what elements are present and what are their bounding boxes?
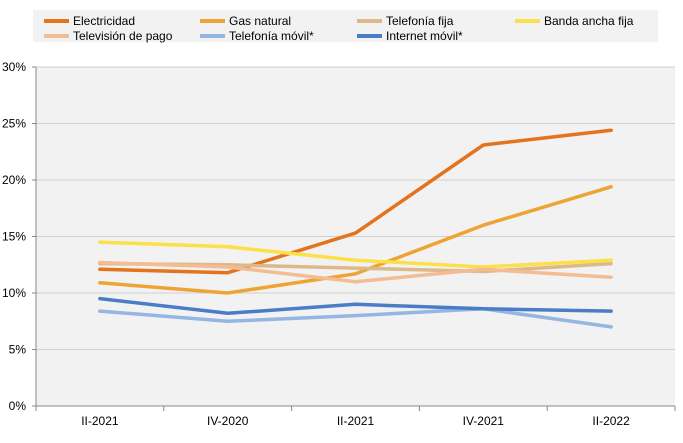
y-axis: 0% 5% 10% 15% 20% 25% 30%: [2, 60, 37, 413]
gridlines: [36, 66, 675, 350]
x-tick-label: II-2021: [81, 414, 119, 428]
y-tick-label: 15%: [2, 230, 26, 244]
series-line-3: [98, 240, 613, 269]
x-tick-label: II-2021: [337, 414, 375, 428]
y-tick-label: 5%: [9, 343, 27, 357]
x-axis: II-2021 IV-2020 II-2021 IV-2021 II-2022: [35, 405, 676, 428]
legend-label: Telefonía móvil*: [229, 29, 314, 43]
legend-label: Internet móvil*: [386, 29, 463, 43]
series-line-0: [98, 128, 613, 275]
y-tick-label: 0%: [9, 399, 27, 413]
series-line-1: [98, 185, 613, 295]
legend-label: Gas natural: [229, 14, 291, 28]
x-tick-label: IV-2021: [463, 414, 505, 428]
legend-label: Telefonía fija: [386, 14, 454, 28]
x-tick-label: IV-2020: [207, 414, 249, 428]
series-line-5: [98, 307, 613, 329]
legend-label: Electricidad: [73, 14, 135, 28]
series-line-4: [98, 260, 613, 284]
y-tick-label: 30%: [2, 60, 26, 74]
y-tick-label: 10%: [2, 286, 26, 300]
series-line-6: [98, 296, 613, 316]
series-lines: [98, 128, 613, 329]
y-tick-label: 25%: [2, 117, 26, 131]
x-tick-label: II-2022: [592, 414, 630, 428]
y-tick-label: 20%: [2, 173, 26, 187]
legend-label: Banda ancha fija: [544, 14, 634, 28]
legend: Electricidad Gas natural Telefonía fija Ban…: [44, 14, 634, 43]
legend-label: Televisión de pago: [73, 29, 173, 43]
legend-background: [33, 10, 658, 42]
